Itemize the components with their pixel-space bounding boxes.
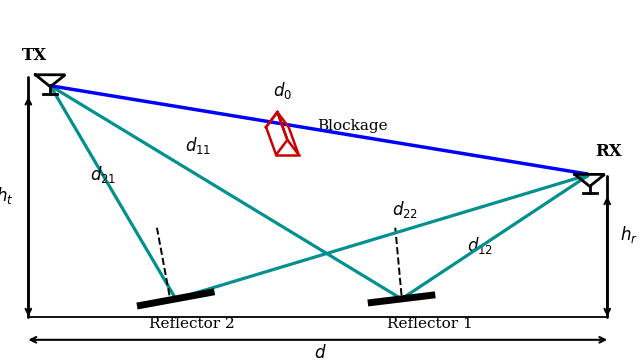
Text: Reflector 2: Reflector 2 [148,317,234,331]
Text: $h_r$: $h_r$ [620,224,638,245]
Text: $d_{21}$: $d_{21}$ [90,164,116,185]
Text: RX: RX [595,143,622,160]
Text: $h_t$: $h_t$ [0,185,13,206]
Text: $d_{11}$: $d_{11}$ [184,135,211,156]
Text: $d_{12}$: $d_{12}$ [467,235,493,256]
Text: Reflector 1: Reflector 1 [387,317,472,331]
Text: $d_{22}$: $d_{22}$ [392,199,418,220]
Text: TX: TX [22,47,47,64]
Text: Blockage: Blockage [317,119,387,133]
Text: $d_0$: $d_0$ [273,80,292,101]
Text: $d$: $d$ [314,344,326,362]
